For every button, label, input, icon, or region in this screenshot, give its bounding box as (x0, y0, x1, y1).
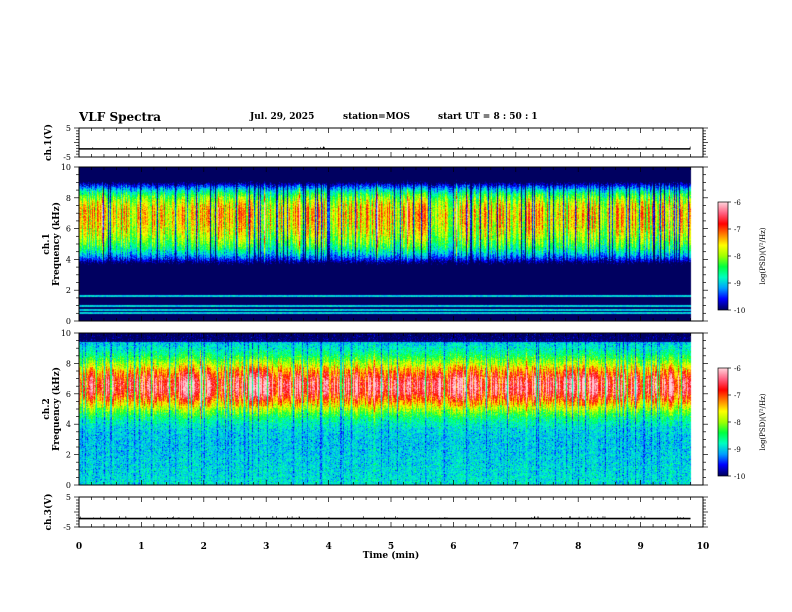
ch3-voltage-ylabel: ch.3(V) (43, 494, 54, 531)
ch1-spectrogram-frame (78, 166, 704, 322)
ch2-colorbar-label: log(PSD)(V²/Hz) (759, 393, 767, 450)
x-tick-label: 7 (513, 542, 519, 552)
x-tick-label: 4 (325, 542, 331, 552)
x-tick-label: 6 (450, 542, 456, 552)
ch2-colorbar-tick-label: -9 (734, 446, 741, 454)
ch2-colorbar-tick-label: -8 (734, 419, 741, 427)
ch1-spectrogram-ylabel-frequency: Frequency (kHz) (51, 202, 62, 286)
ch2-colorbar-frame (717, 367, 729, 477)
ch1-voltage-ytick-label: 5 (66, 124, 71, 133)
x-tick-label: 1 (138, 542, 144, 552)
start-time-label: start UT = 8 : 50 : 1 (438, 112, 538, 122)
ch1-spectrogram-ylabel-channel: ch.1 (42, 233, 52, 254)
ch2-spectrogram-ytick-label: 10 (61, 329, 71, 338)
ch2-spectrogram-ytick-label: 4 (66, 420, 71, 429)
station-label: station=MOS (343, 112, 411, 122)
ch1-spectrogram-image (79, 167, 703, 321)
ch1-spectrogram-ytick-label: 8 (66, 194, 71, 203)
ch1-colorbar-tick-label: -8 (734, 253, 741, 261)
ch1-colorbar-tick-label: -10 (734, 307, 745, 315)
ch2-spectrogram-ytick-label: 0 (66, 481, 71, 490)
x-tick-label: 10 (697, 542, 710, 552)
x-tick-label: 9 (637, 542, 643, 552)
ch3-voltage-ytick-label: -5 (63, 523, 71, 532)
ch1-voltage-ytick-label: -5 (63, 153, 71, 162)
ch2-spectrogram-ytick-label: 2 (66, 451, 71, 460)
ch2-colorbar-tick-label: -10 (734, 473, 745, 481)
ch2-colorbar-image (718, 368, 728, 476)
ch1-colorbar-tick-label: -7 (734, 226, 741, 234)
ch2-spectrogram-ytick-label: 8 (66, 359, 71, 368)
ch1-spectrogram-ytick-label: 0 (66, 317, 71, 326)
ch1-colorbar-frame (717, 201, 729, 311)
ch1-colorbar-tick-label: -9 (734, 280, 741, 288)
ch1-spectrogram-ytick-label: 10 (61, 163, 71, 172)
ch1-voltage-ylabel: ch.1(V) (43, 124, 54, 161)
ch2-spectrogram-ytick-label: 6 (66, 390, 71, 399)
ch2-colorbar-tick-label: -7 (734, 392, 741, 400)
ch1-colorbar-image (718, 202, 728, 310)
x-tick-label: 2 (201, 542, 207, 552)
x-tick-label: 0 (76, 542, 82, 552)
x-tick-label: 8 (575, 542, 581, 552)
ch1-spectrogram-ytick-label: 2 (66, 286, 71, 295)
ch1-colorbar-tick-label: -6 (734, 199, 741, 207)
date-label: Jul. 29, 2025 (250, 112, 315, 122)
x-tick-label: 3 (263, 542, 269, 552)
ch1-spectrogram-ytick-label: 6 (66, 225, 71, 234)
ch2-spectrogram-frame (78, 332, 704, 486)
chart-title: VLF Spectra (79, 110, 162, 124)
ch2-colorbar-tick-label: -6 (734, 365, 741, 373)
ch2-spectrogram-ylabel-frequency: Frequency (kHz) (51, 367, 62, 451)
ch1-spectrogram-ytick-label: 4 (66, 255, 71, 264)
ch2-spectrogram-ylabel-channel: ch.2 (42, 398, 52, 419)
ch2-spectrogram-image (79, 333, 703, 485)
x-tick-label: 5 (388, 542, 394, 552)
ch1-colorbar-label: log(PSD)(V²/Hz) (759, 227, 767, 284)
ch3-voltage-ytick-label: 5 (66, 493, 71, 502)
x-axis-label: Time (min) (363, 550, 420, 561)
